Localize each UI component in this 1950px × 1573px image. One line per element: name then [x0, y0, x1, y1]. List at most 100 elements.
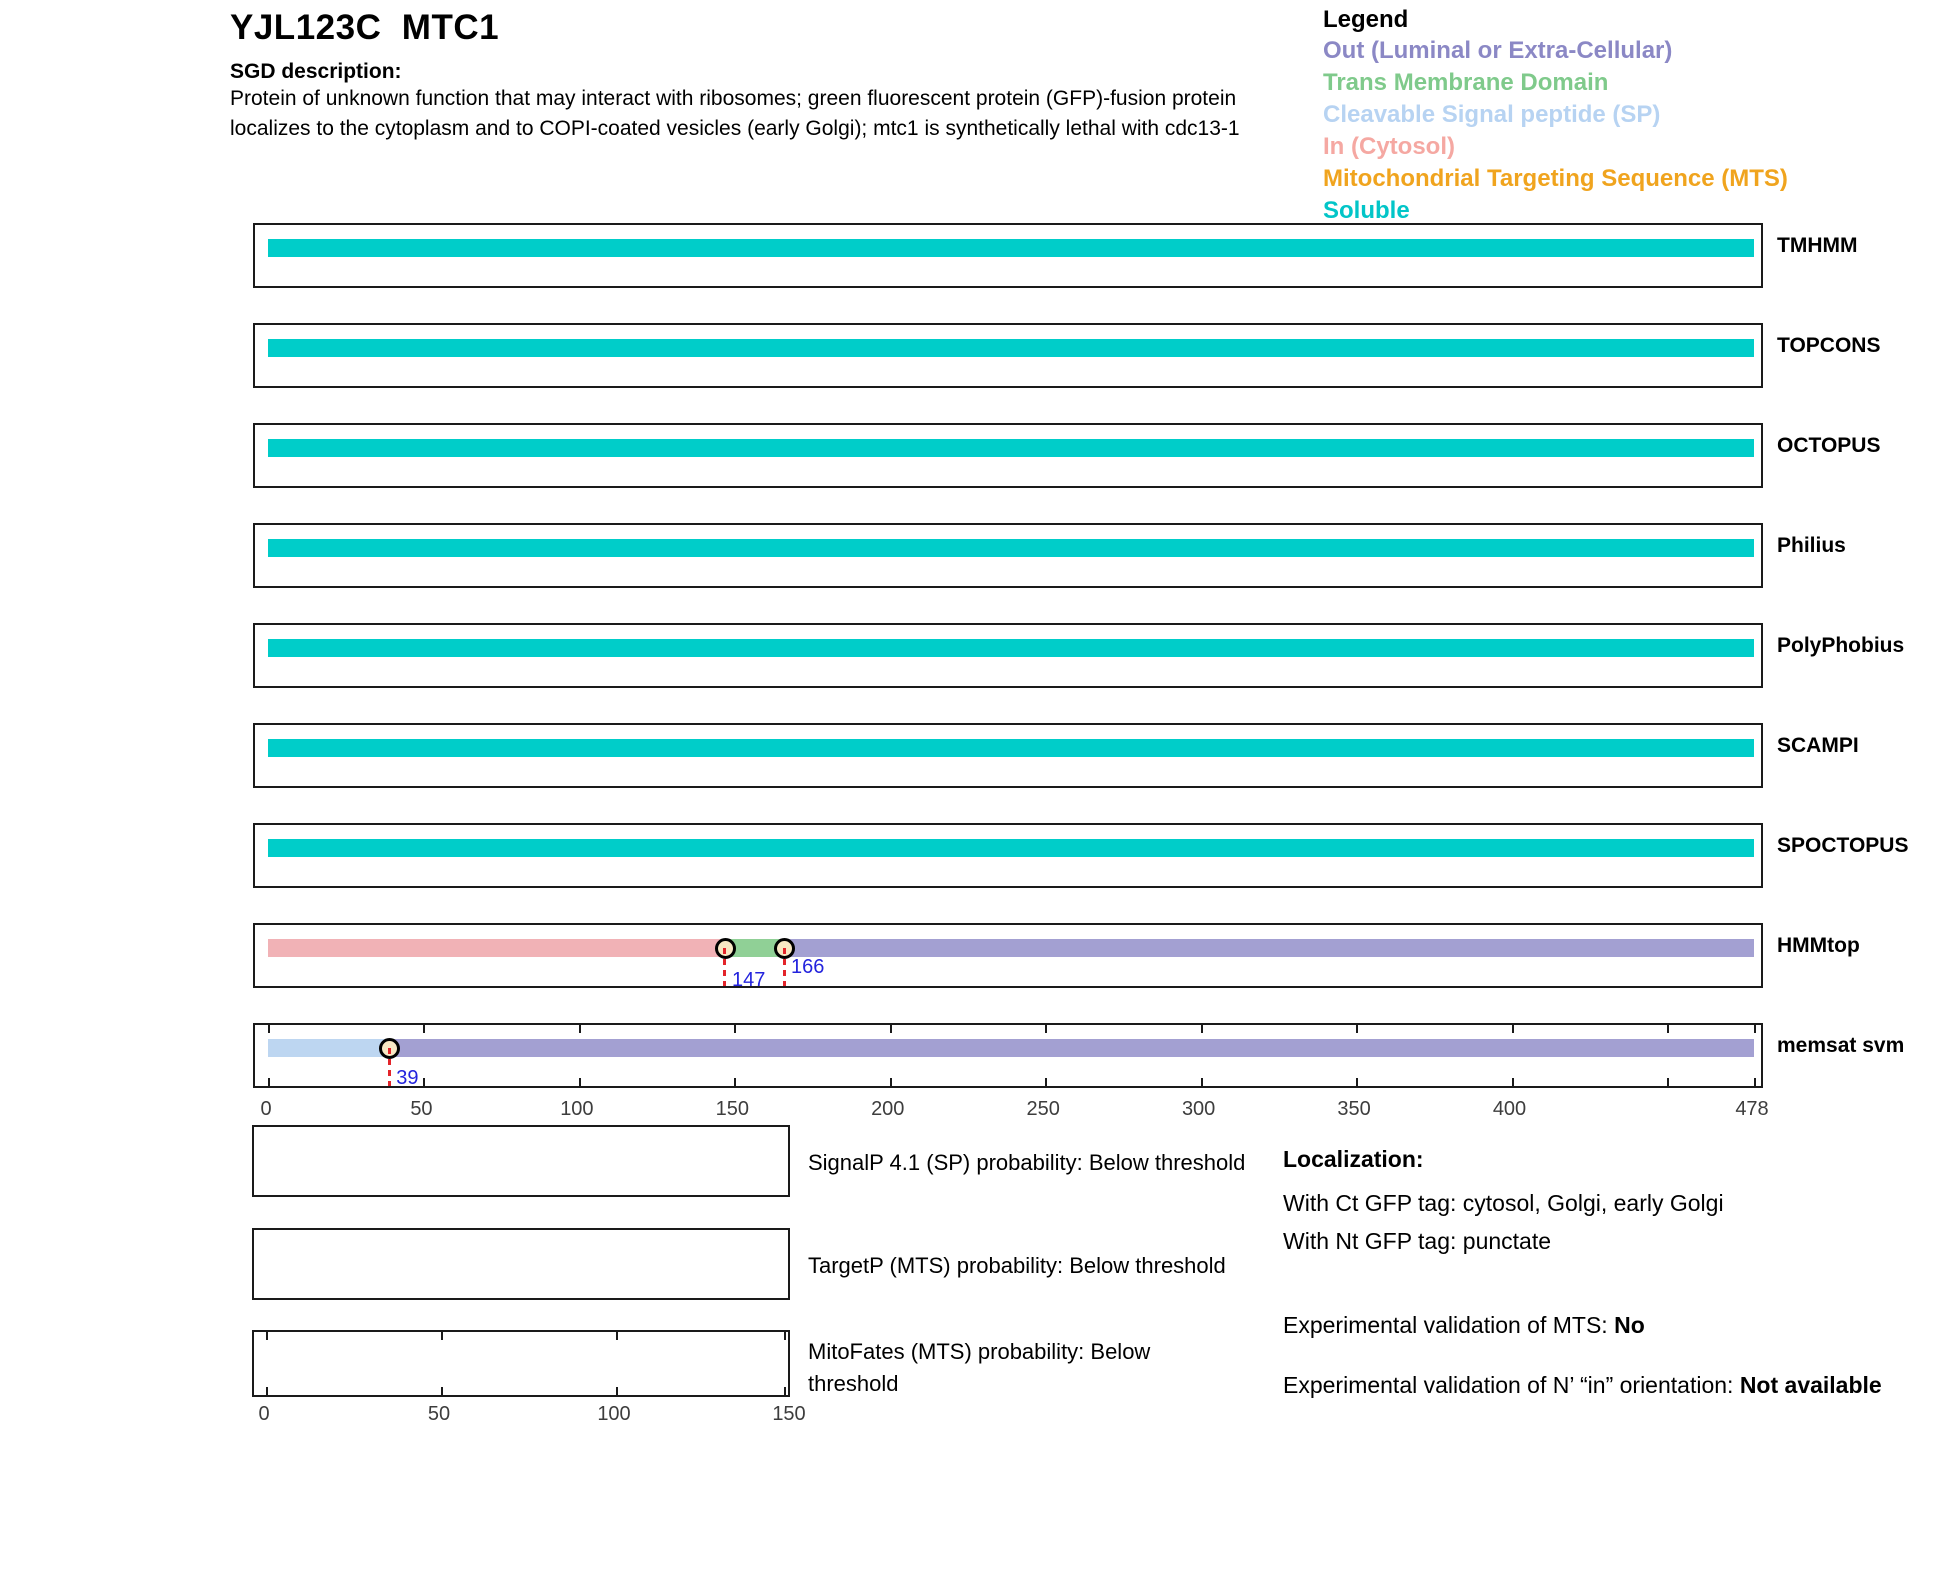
track-label-polyphobius: PolyPhobius: [1777, 634, 1905, 657]
axis-tick-label-300: 300: [1181, 1098, 1216, 1120]
axis-tick-label-150: 150: [715, 1098, 749, 1120]
axis-tick-top: [1754, 1025, 1756, 1033]
axis-tick-bottom: [578, 1078, 581, 1086]
prob-axis-tick-top: [441, 1332, 443, 1340]
prob-axis-label-150: 150: [772, 1403, 806, 1425]
axis-tick-bottom: [1356, 1078, 1359, 1086]
localization-heading: Localization:: [1283, 1146, 1424, 1172]
axis-tick-label-400: 400: [1492, 1098, 1527, 1120]
track-segment-sp: [268, 1039, 390, 1057]
axis-tick-label-100: 100: [560, 1098, 594, 1120]
prob-axis-tick-bottom: [616, 1387, 618, 1395]
localization-mts-validation-line: Experimental validation of MTS: No: [1283, 1312, 1645, 1339]
track-box-scampi: [253, 723, 1763, 788]
prob-axis-tick-top: [266, 1332, 268, 1340]
boundary-dashed-line-147: [723, 948, 727, 986]
page-title: YJL123C MTC1: [230, 8, 500, 47]
axis-tick-bottom: [1754, 1078, 1756, 1086]
axis-tick-bottom: [1511, 1078, 1514, 1086]
track-label-hmmtop: HMMtop: [1777, 934, 1860, 957]
prob-axis-label-50: 50: [427, 1403, 451, 1425]
probability-plot-2: [252, 1228, 790, 1300]
track-segment-soluble: [268, 839, 1754, 857]
axis-tick-top: [1045, 1025, 1048, 1033]
axis-tick-bottom: [423, 1078, 426, 1086]
track-box-octopus: [253, 423, 1763, 488]
track-segment-soluble: [268, 539, 1754, 557]
track-label-philius: Philius: [1777, 534, 1846, 557]
axis-tick-top: [734, 1025, 737, 1033]
probability-caption-3: MitoFates (MTS) probability: Below thres…: [808, 1339, 1151, 1396]
prob-axis-label-0: 0: [258, 1403, 270, 1425]
localization-ct-gfp-line: With Ct GFP tag: cytosol, Golgi, early G…: [1283, 1190, 1724, 1216]
track-label-memsat-svm: memsat svm: [1777, 1034, 1905, 1057]
boundary-label-147: 147: [731, 969, 766, 991]
track-segment-out: [784, 939, 1754, 957]
legend: Legend Out (Luminal or Extra-Cellular) Tr…: [1323, 4, 1788, 227]
axis-tick-top: [268, 1025, 270, 1033]
axis-tick-bottom: [1200, 1078, 1203, 1086]
track-label-tmhmm: TMHMM: [1777, 234, 1858, 257]
prob-axis-tick-bottom: [784, 1387, 786, 1395]
track-segment-tm: [724, 939, 785, 957]
axis-tick-top: [1356, 1025, 1359, 1033]
track-segment-out: [389, 1039, 1754, 1057]
axis-tick-label-50: 50: [410, 1098, 433, 1120]
track-label-octopus: OCTOPUS: [1777, 434, 1881, 457]
probability-plot-1: [252, 1125, 790, 1197]
track-segment-soluble: [268, 239, 1754, 257]
axis-tick-bottom: [1045, 1078, 1048, 1086]
axis-tick-top: [1200, 1025, 1203, 1033]
track-label-scampi: SCAMPI: [1777, 734, 1859, 757]
axis-tick-label-0: 0: [260, 1098, 272, 1120]
track-segment-soluble: [268, 639, 1754, 657]
axis-tick-top: [578, 1025, 581, 1033]
axis-tick-bottom: [889, 1078, 892, 1086]
legend-entry-out-luminal-or-extra-cellular-: Out (Luminal or Extra-Cellular): [1323, 37, 1673, 64]
track-box-hmmtop: 147 166: [253, 923, 1763, 991]
legend-entries: Out (Luminal or Extra-Cellular) Trans Mem…: [1323, 35, 1788, 227]
localization-orientation-line: Experimental validation of N’ “in” orien…: [1283, 1369, 1883, 1402]
legend-entry-mitochondrial-targeting-sequence-mts-: Mitochondrial Targeting Sequence (MTS): [1323, 165, 1788, 192]
axis-tick-top: [1666, 1025, 1669, 1033]
prob-axis-tick-top: [616, 1332, 618, 1340]
prob-axis-tick-bottom: [266, 1387, 268, 1395]
localization-nt-gfp-line: With Nt GFP tag: punctate: [1283, 1228, 1552, 1254]
axis-tick-label-200: 200: [871, 1098, 905, 1120]
legend-entry-trans-membrane-domain: Trans Membrane Domain: [1323, 69, 1609, 96]
axis-tick-top: [423, 1025, 426, 1033]
sgd-description-label: SGD description:: [230, 60, 402, 83]
legend-entry-in-cytosol-: In (Cytosol): [1323, 133, 1455, 160]
sgd-description-text: Protein of unknown function that may int…: [230, 87, 1240, 140]
boundary-label-166: 166: [791, 956, 825, 978]
track-label-topcons: TOPCONS: [1777, 334, 1881, 357]
axis-tick-bottom: [734, 1078, 737, 1086]
track-segment-in: [268, 939, 725, 957]
boundary-dashed-line-39: [387, 1048, 391, 1086]
legend-entry-cleavable-signal-peptide-sp-: Cleavable Signal peptide (SP): [1323, 101, 1661, 128]
track-box-polyphobius: [253, 623, 1763, 688]
axis-tick-bottom: [268, 1078, 270, 1086]
track-segment-soluble: [268, 739, 1754, 757]
axis-tick-bottom: [1666, 1078, 1669, 1086]
prob-axis-label-100: 100: [597, 1403, 631, 1425]
track-label-spoctopus: SPOCTOPUS: [1777, 834, 1909, 857]
prob-axis-tick-bottom: [441, 1387, 443, 1395]
axis-tick-label-478: 478: [1735, 1098, 1769, 1120]
boundary-dashed-line-166: [782, 948, 786, 986]
mts-validation-value: No: [1614, 1312, 1645, 1338]
probability-caption-1: SignalP 4.1 (SP) probability: Below thre…: [808, 1150, 1246, 1175]
legend-title: Legend: [1323, 6, 1409, 33]
orientation-validation-text: Experimental validation of N’ “in” orien…: [1283, 1372, 1740, 1398]
track-segment-soluble: [268, 439, 1754, 457]
track-box-spoctopus: [253, 823, 1763, 888]
orientation-validation-value: Not available: [1739, 1372, 1882, 1398]
axis-tick-top: [1511, 1025, 1514, 1033]
legend-entry-soluble: Soluble: [1323, 197, 1410, 224]
track-box-topcons: [253, 323, 1763, 388]
boundary-label-39: 39: [396, 1067, 419, 1089]
track-box-tmhmm: [253, 223, 1763, 288]
prob-axis-tick-top: [784, 1332, 786, 1340]
axis-tick-top: [889, 1025, 892, 1033]
